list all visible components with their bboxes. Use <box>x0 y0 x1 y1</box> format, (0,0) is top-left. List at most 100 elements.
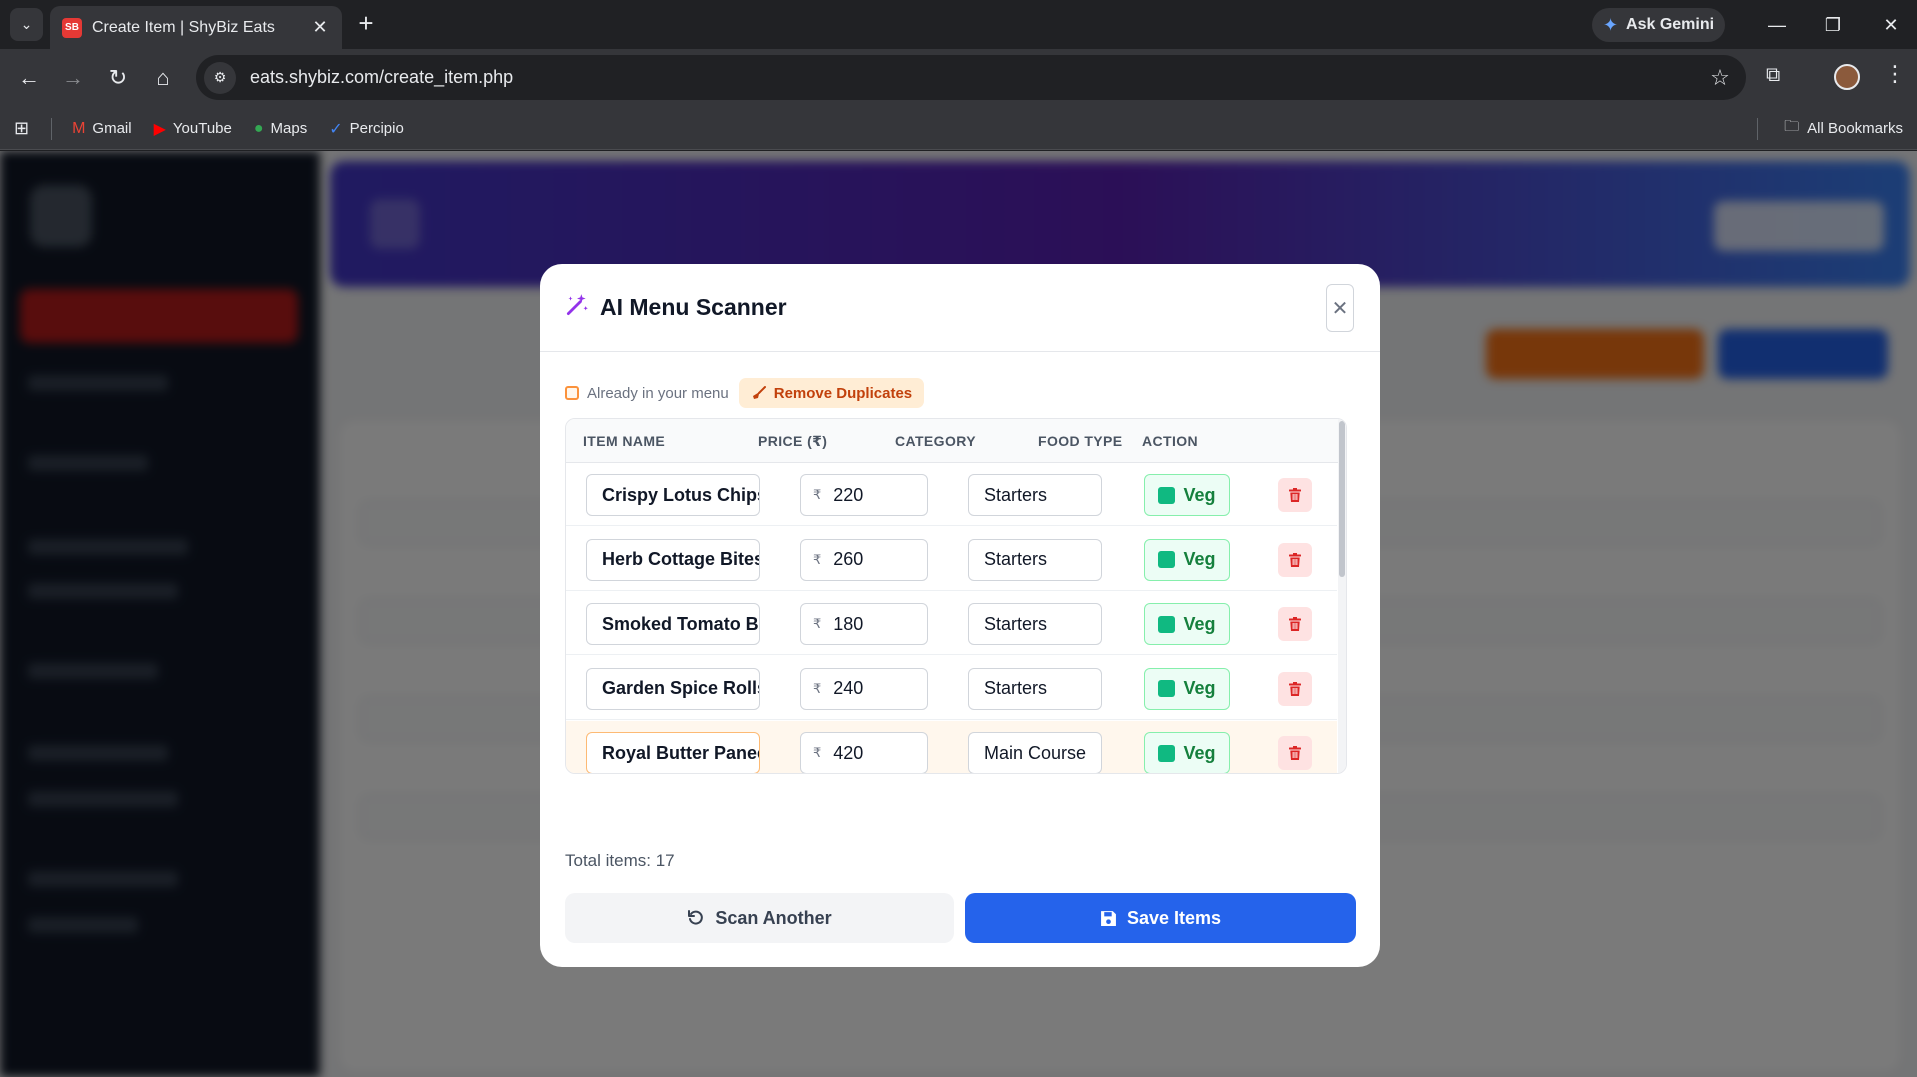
veg-square-icon <box>1158 486 1176 504</box>
item-name-input[interactable]: Garden Spice Rolls <box>586 667 760 710</box>
rupee-prefix: ₹ <box>813 551 822 567</box>
rupee-prefix: ₹ <box>813 487 822 502</box>
food-type-toggle[interactable]: Veg <box>1144 667 1230 710</box>
tab-close-icon[interactable]: ✕ <box>312 17 328 37</box>
category-input[interactable]: Starters <box>968 538 1102 581</box>
category-input[interactable]: Starters <box>968 667 1102 710</box>
table-scrollbar[interactable] <box>1338 419 1346 773</box>
reload-icon[interactable]: ↻ <box>108 65 128 90</box>
bookmark-label: YouTube <box>172 120 232 137</box>
item-name-input[interactable]: Royal Butter Paneer <box>586 732 760 773</box>
category-input[interactable]: Starters <box>968 474 1102 516</box>
extensions-puzzle-icon[interactable]: ⧉ <box>1766 64 1781 86</box>
browser-tab-active[interactable]: SB Create Item | ShyBiz Eats ✕ <box>50 6 342 49</box>
veg-square-icon <box>1158 615 1176 633</box>
url-text[interactable]: eats.shybiz.com/create_item.php <box>250 67 514 87</box>
food-type-toggle[interactable]: Veg <box>1144 732 1230 773</box>
bookmark-youtube[interactable]: ▶ YouTube <box>154 119 232 139</box>
tab-search-button[interactable]: ⌄ <box>10 8 43 41</box>
item-name-input[interactable]: Crispy Lotus Chips <box>586 474 760 516</box>
modal-title: AI Menu Scanner <box>600 294 787 320</box>
remove-duplicates-button[interactable]: Remove Duplicates <box>738 378 925 408</box>
food-type-label: Veg <box>1183 678 1216 698</box>
scanned-items-table: ITEM NAME PRICE (₹) CATEGORY FOOD TYPE A… <box>565 418 1347 774</box>
item-name-input[interactable]: Herb Cottage Bites <box>586 538 760 581</box>
veg-square-icon <box>1158 744 1176 762</box>
bookmarks-divider <box>1757 117 1758 140</box>
all-bookmarks-button[interactable]: 🗀 All Bookmarks <box>1784 116 1903 141</box>
column-header-price: PRICE (₹) <box>758 433 828 449</box>
table-scrollbar-thumb[interactable] <box>1339 421 1345 577</box>
profile-avatar[interactable] <box>1834 64 1860 90</box>
bookmark-label: Gmail <box>92 120 132 137</box>
bookmark-star-icon[interactable]: ☆ <box>1710 64 1730 90</box>
food-type-toggle[interactable]: Veg <box>1144 538 1230 581</box>
table-row-duplicate: Royal Butter Paneer ₹420 Main Course Veg <box>566 721 1337 773</box>
delete-row-button[interactable] <box>1278 736 1312 770</box>
category-input[interactable]: Main Course <box>968 732 1102 773</box>
food-type-toggle[interactable]: Veg <box>1144 603 1230 645</box>
bookmark-percipio[interactable]: ✓ Percipio <box>329 119 404 139</box>
veg-square-icon <box>1158 680 1176 697</box>
delete-row-button[interactable] <box>1278 542 1312 577</box>
save-items-label: Save Items <box>1126 907 1222 928</box>
back-arrow-icon[interactable]: ← <box>18 65 40 90</box>
duplicates-legend: Already in your menu Remove Duplicates <box>565 378 925 408</box>
scan-another-label: Scan Another <box>715 907 832 928</box>
bookmark-gmail[interactable]: M Gmail <box>72 120 132 138</box>
column-header-food-type: FOOD TYPE <box>1038 433 1123 449</box>
save-items-button[interactable]: Save Items <box>965 893 1356 943</box>
price-input[interactable]: ₹420 <box>800 732 928 773</box>
delete-row-button[interactable] <box>1278 478 1312 512</box>
bookmark-label: Maps <box>270 120 308 137</box>
delete-row-button[interactable] <box>1278 607 1312 641</box>
trash-icon <box>1289 617 1301 631</box>
trash-icon <box>1289 552 1301 567</box>
table-row: Smoked Tomato Bruschetta ₹180 Starters Veg <box>566 592 1337 655</box>
modal-header: AI Menu Scanner ✕ <box>540 264 1380 352</box>
chevron-down-icon: ⌄ <box>20 16 33 32</box>
veg-square-icon <box>1158 551 1176 568</box>
site-info-icon[interactable]: ⚙ <box>204 61 236 94</box>
new-tab-button[interactable]: + <box>358 8 374 38</box>
trash-icon <box>1289 746 1301 760</box>
food-type-label: Veg <box>1183 613 1216 634</box>
floppy-disk-icon <box>1101 910 1116 926</box>
bookmark-maps[interactable]: ● Maps <box>254 120 307 138</box>
scan-another-button[interactable]: Scan Another <box>565 893 954 943</box>
ask-gemini-button[interactable]: ✦ Ask Gemini <box>1592 8 1725 42</box>
duplicate-legend-swatch <box>565 386 579 400</box>
close-window-button[interactable]: ✕ <box>1883 15 1899 35</box>
food-type-label: Veg <box>1183 742 1216 763</box>
column-header-category: CATEGORY <box>895 433 976 449</box>
price-input[interactable]: ₹180 <box>800 603 928 645</box>
delete-row-button[interactable] <box>1278 671 1312 706</box>
browser-menu-icon[interactable]: ⋮ <box>1884 61 1906 86</box>
price-input[interactable]: ₹260 <box>800 538 928 581</box>
address-bar[interactable]: ⚙ eats.shybiz.com/create_item.php ☆ <box>196 55 1746 100</box>
price-value: 220 <box>833 484 864 505</box>
restore-window-button[interactable]: ❐ <box>1824 15 1842 35</box>
minimize-window-button[interactable]: — <box>1768 15 1786 35</box>
price-value: 240 <box>833 678 864 698</box>
close-icon[interactable]: ✕ <box>1326 284 1354 332</box>
shybiz-favicon-icon: SB <box>62 17 82 38</box>
bookmarks-bar: ⊞ M Gmail ▶ YouTube ● Maps ✓ Percipio 🗀 … <box>0 108 1917 150</box>
table-row: Herb Cottage Bites ₹260 Starters Veg <box>566 527 1337 591</box>
price-value: 260 <box>833 549 864 569</box>
forward-arrow-icon[interactable]: → <box>62 65 84 90</box>
home-icon[interactable]: ⌂ <box>156 65 170 90</box>
youtube-icon: ▶ <box>153 120 166 138</box>
maps-icon: ● <box>253 119 264 137</box>
percipio-icon: ✓ <box>329 120 343 138</box>
ask-gemini-label: Ask Gemini <box>1626 16 1715 33</box>
category-input[interactable]: Starters <box>968 603 1102 645</box>
price-input[interactable]: ₹240 <box>800 667 928 710</box>
apps-grid-icon[interactable]: ⊞ <box>14 118 30 138</box>
price-input[interactable]: ₹220 <box>800 474 928 516</box>
food-type-label: Veg <box>1183 484 1216 505</box>
food-type-label: Veg <box>1183 549 1216 569</box>
food-type-toggle[interactable]: Veg <box>1144 474 1230 516</box>
total-items-count: Total items: 17 <box>565 851 675 870</box>
item-name-input[interactable]: Smoked Tomato Bruschetta <box>586 603 760 645</box>
